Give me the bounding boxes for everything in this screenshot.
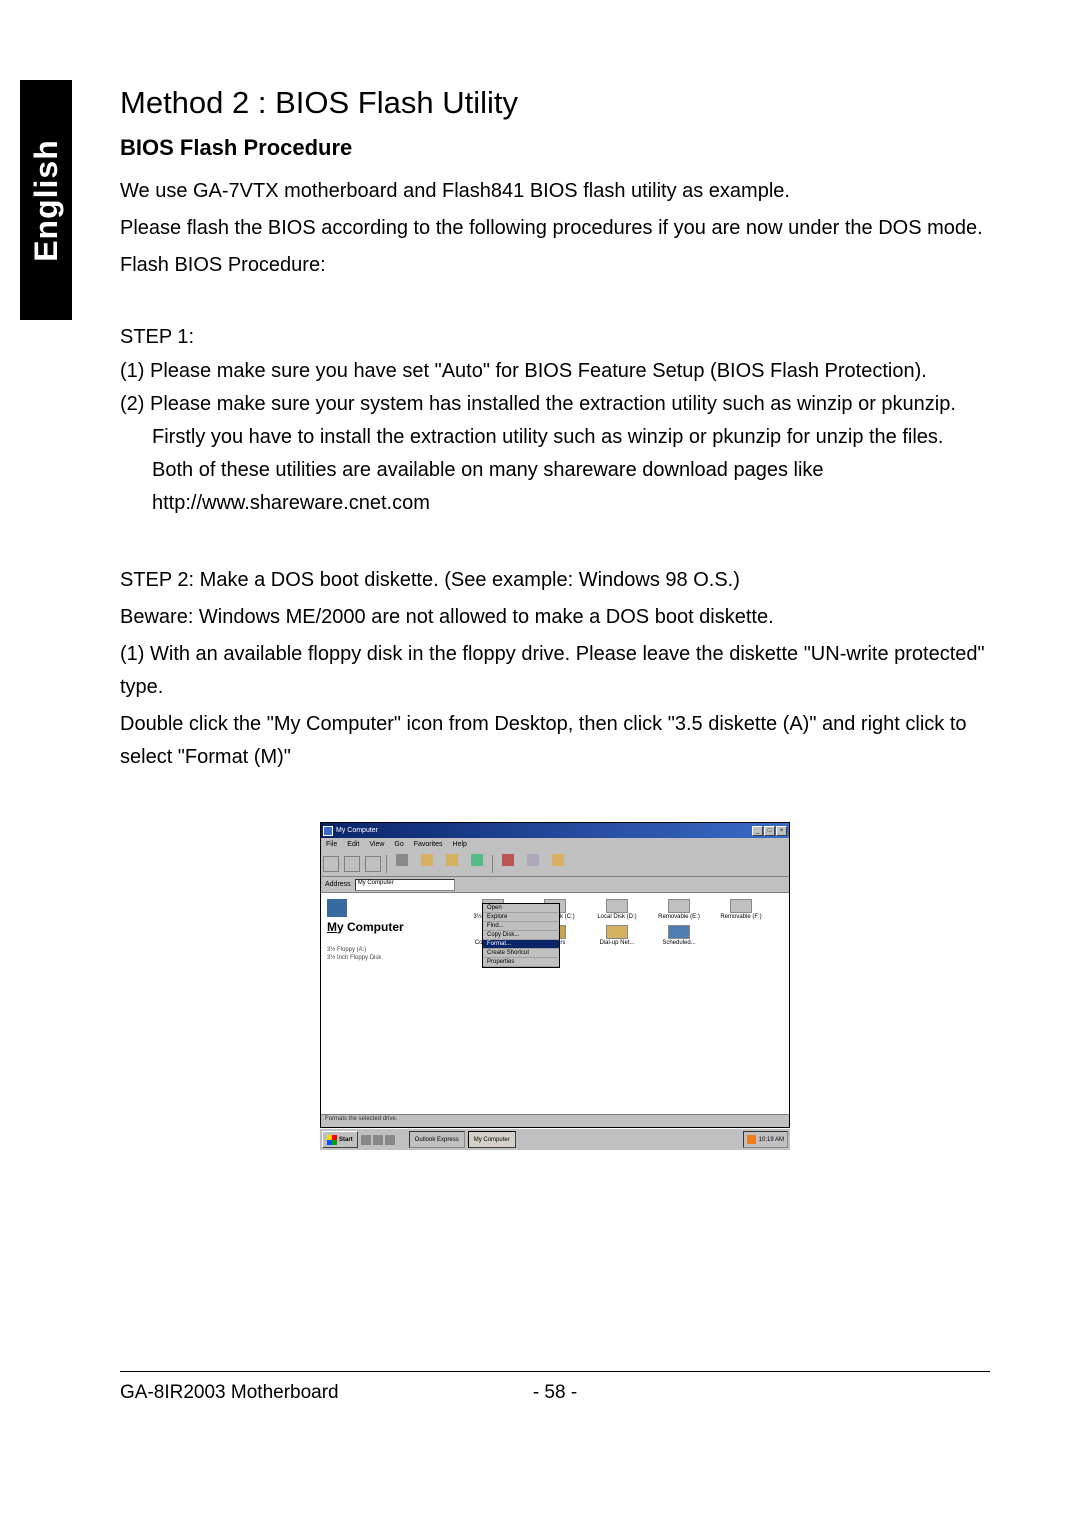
toolbar — [321, 851, 789, 877]
clock: 10:19 AM — [759, 1137, 784, 1143]
forward-button[interactable] — [344, 856, 360, 872]
step1-item: (2) Please make sure your system has ins… — [120, 388, 990, 421]
taskbar-task[interactable]: Outlook Express — [409, 1131, 465, 1148]
footer-left: GA-8IR2003 Motherboard — [120, 1382, 515, 1404]
titlebar: My Computer _ □ × — [321, 823, 789, 838]
drive-item[interactable]: Local Disk (D:) — [595, 899, 639, 920]
intro-line: Please flash the BIOS according to the f… — [120, 212, 990, 245]
ctx-item[interactable]: Properties — [483, 958, 559, 967]
left-line: 3½ Floppy (A:) — [327, 946, 465, 954]
ql-icon[interactable] — [373, 1135, 383, 1145]
context-menu: Open Explore Find... Copy Disk... Format… — [482, 903, 560, 968]
menu-item[interactable]: File — [326, 841, 337, 848]
ql-icon[interactable] — [385, 1135, 395, 1145]
ql-icon[interactable] — [361, 1135, 371, 1145]
address-label: Address — [325, 881, 351, 888]
maximize-button[interactable]: □ — [764, 826, 775, 836]
step2-line: (1) With an available floppy disk in the… — [120, 638, 990, 704]
delete-icon[interactable] — [498, 854, 518, 874]
menubar: File Edit View Go Favorites Help — [321, 838, 789, 851]
left-pane-title: MMy Computery Computer — [327, 920, 465, 934]
taskbar: Start Outlook Express My Computer 10:19 … — [320, 1128, 790, 1150]
menu-item[interactable]: Favorites — [414, 841, 443, 848]
menu-item[interactable]: Go — [394, 841, 403, 848]
left-pane: MMy Computery Computer 3½ Floppy (A:) 3½… — [321, 893, 471, 1127]
window-icon — [323, 826, 333, 836]
step2-line: Beware: Windows ME/2000 are not allowed … — [120, 601, 990, 634]
intro-line: We use GA-7VTX motherboard and Flash841 … — [120, 175, 990, 208]
step2-line: Double click the "My Computer" icon from… — [120, 708, 990, 774]
dialup-icon — [606, 925, 628, 939]
scheduled-icon — [668, 925, 690, 939]
minimize-button[interactable]: _ — [752, 826, 763, 836]
windows-flag-icon — [327, 1135, 337, 1145]
caption-buttons: _ □ × — [752, 826, 787, 836]
ctx-item[interactable]: Copy Disk... — [483, 931, 559, 940]
language-tab-text: English — [28, 139, 65, 262]
menu-item[interactable]: View — [369, 841, 384, 848]
ctx-item-format[interactable]: Format... — [483, 940, 559, 949]
removable-icon — [668, 899, 690, 913]
step1-label: STEP 1: — [120, 326, 990, 349]
page-content: Method 2 : BIOS Flash Utility BIOS Flash… — [120, 85, 990, 1152]
removable-icon — [730, 899, 752, 913]
copy-icon[interactable] — [417, 854, 437, 874]
statusbar: Formats the selected drive. — [321, 1114, 789, 1127]
drive-item[interactable]: Dial-up Net... — [595, 925, 639, 946]
language-tab: English — [20, 80, 72, 320]
mycomputer-icon — [327, 899, 347, 917]
back-button[interactable] — [323, 856, 339, 872]
paste-icon[interactable] — [442, 854, 462, 874]
explorer-window: My Computer _ □ × File Edit View Go Favo… — [320, 822, 790, 1128]
drive-item[interactable]: Removable (F:) — [719, 899, 763, 920]
quicklaunch — [361, 1131, 406, 1148]
up-button[interactable] — [365, 856, 381, 872]
intro-line: Flash BIOS Procedure: — [120, 249, 990, 282]
system-tray: 10:19 AM — [743, 1131, 788, 1148]
address-bar: Address My Computer — [321, 877, 789, 893]
address-input[interactable]: My Computer — [355, 879, 455, 891]
ctx-item[interactable]: Create Shortcut — [483, 949, 559, 958]
screenshot-container: My Computer _ □ × File Edit View Go Favo… — [120, 822, 990, 1152]
undo-icon[interactable] — [467, 854, 487, 874]
drive-item[interactable]: Removable (E:) — [657, 899, 701, 920]
step2-block: STEP 2: Make a DOS boot diskette. (See e… — [120, 564, 990, 774]
subtitle: BIOS Flash Procedure — [120, 135, 990, 161]
page-number: - 58 - — [515, 1382, 595, 1404]
drive-item[interactable]: Scheduled... — [657, 925, 701, 946]
window-title: My Computer — [336, 827, 749, 834]
page-footer: GA-8IR2003 Motherboard - 58 - — [120, 1371, 990, 1404]
ctx-item[interactable]: Find... — [483, 922, 559, 931]
win98-screenshot: My Computer _ □ × File Edit View Go Favo… — [320, 822, 790, 1152]
menu-item[interactable]: Edit — [347, 841, 359, 848]
taskbar-task-active[interactable]: My Computer — [468, 1131, 516, 1148]
views-icon[interactable] — [548, 854, 568, 874]
menu-item[interactable]: Help — [453, 841, 467, 848]
cut-icon[interactable] — [392, 854, 412, 874]
method-title: Method 2 : BIOS Flash Utility — [120, 85, 990, 121]
properties-icon[interactable] — [523, 854, 543, 874]
hdd-icon — [606, 899, 628, 913]
step1-item: (1) Please make sure you have set "Auto"… — [120, 355, 990, 388]
step2-line: STEP 2: Make a DOS boot diskette. (See e… — [120, 564, 990, 597]
ctx-item[interactable]: Explore — [483, 913, 559, 922]
tray-icon[interactable] — [747, 1135, 756, 1144]
close-button[interactable]: × — [776, 826, 787, 836]
ctx-item[interactable]: Open — [483, 904, 559, 913]
start-button[interactable]: Start — [322, 1131, 358, 1148]
step1-body: Firstly you have to install the extracti… — [120, 421, 990, 520]
left-line: 3½ Inch Floppy Disk — [327, 954, 465, 962]
